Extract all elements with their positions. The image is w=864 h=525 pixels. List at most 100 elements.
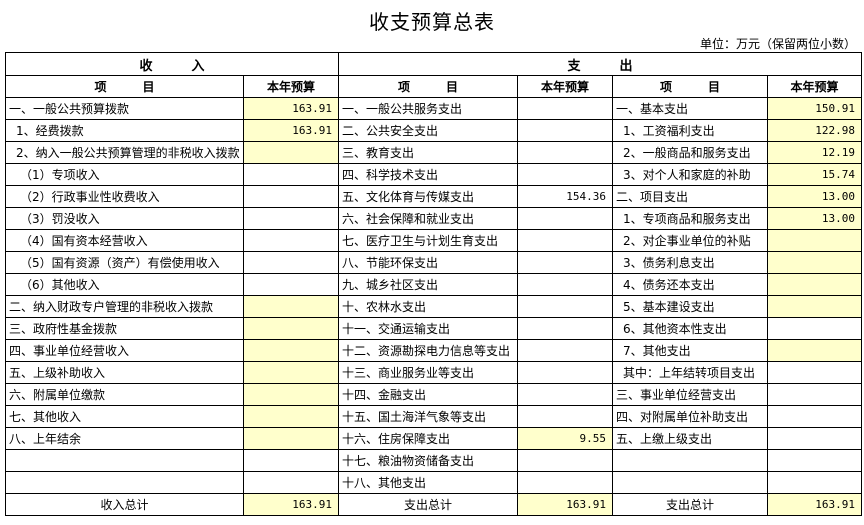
income-budget-cell[interactable] — [242, 185, 340, 208]
expense-budget-cell[interactable] — [517, 405, 614, 428]
expense2-budget-cell[interactable] — [767, 383, 863, 406]
expense2-item-cell — [612, 449, 769, 472]
income-budget-cell[interactable] — [242, 207, 340, 230]
expense2-budget-cell[interactable] — [767, 361, 863, 384]
income-item-cell: 二、纳入财政专户管理的非税收入拨款 — [5, 295, 244, 318]
expense2-budget-cell[interactable] — [767, 251, 863, 274]
income-budget-cell[interactable] — [242, 317, 340, 340]
expense2-budget-cell[interactable]: 13.00 — [767, 185, 863, 208]
income-budget-cell[interactable] — [242, 361, 340, 384]
expense-budget-cell[interactable] — [517, 273, 614, 296]
expense2-item-cell: 一、基本支出 — [612, 97, 769, 120]
income-budget-cell[interactable] — [242, 163, 340, 186]
expense-item-cell: 五、文化体育与传媒支出 — [338, 185, 519, 208]
expense-item-header: 项 目 — [338, 75, 519, 98]
income-item-cell: （4）国有资本经营收入 — [5, 229, 244, 252]
unit-note: 单位：万元（保留两位小数） — [699, 37, 856, 51]
expense2-budget-cell[interactable]: 13.00 — [767, 207, 863, 230]
expense2-item-cell: 2、对企事业单位的补贴 — [612, 229, 769, 252]
expense-section-header: 支 出 — [338, 52, 863, 76]
expense-item-cell: 十七、粮油物资储备支出 — [338, 449, 519, 472]
expense-budget-cell[interactable] — [517, 339, 614, 362]
income-item-cell: （6）其他收入 — [5, 273, 244, 296]
expense-budget-cell[interactable]: 9.55 — [517, 427, 614, 450]
expense2-budget-cell[interactable] — [767, 273, 863, 296]
expense2-budget-cell[interactable] — [767, 339, 863, 362]
income-budget-cell[interactable] — [242, 449, 340, 472]
expense-budget-cell[interactable] — [517, 141, 614, 164]
income-item-cell: 八、上年结余 — [5, 427, 244, 450]
expense2-budget-cell[interactable] — [767, 427, 863, 450]
expense-item-cell: 六、社会保障和就业支出 — [338, 207, 519, 230]
expense2-item-cell: 2、一般商品和服务支出 — [612, 141, 769, 164]
expense2-budget-cell[interactable] — [767, 449, 863, 472]
table-row: 一、一般公共预算拨款 163.91 一、一般公共服务支出 一、基本支出 150.91 — [5, 97, 863, 120]
expense-total-value[interactable]: 163.91 — [517, 493, 614, 516]
expense2-item-cell: 3、对个人和家庭的补助 — [612, 163, 769, 186]
income-budget-cell[interactable] — [242, 229, 340, 252]
table-row: （1）专项收入 四、科学技术支出 3、对个人和家庭的补助 15.74 — [5, 163, 863, 186]
expense2-budget-cell[interactable]: 15.74 — [767, 163, 863, 186]
expense-item-cell: 一、一般公共服务支出 — [338, 97, 519, 120]
table-row: 四、事业单位经营收入 十二、资源勘探电力信息等支出 7、其他支出 — [5, 339, 863, 362]
income-item-cell: （1）专项收入 — [5, 163, 244, 186]
expense-item-cell: 三、教育支出 — [338, 141, 519, 164]
expense-budget-cell[interactable] — [517, 207, 614, 230]
expense2-total-value[interactable]: 163.91 — [767, 493, 863, 516]
income-budget-cell[interactable] — [242, 339, 340, 362]
expense2-budget-cell[interactable] — [767, 405, 863, 428]
income-budget-cell[interactable]: 163.91 — [242, 119, 340, 142]
income-item-cell: （3）罚没收入 — [5, 207, 244, 230]
income-budget-cell[interactable]: 163.91 — [242, 97, 340, 120]
expense2-item-cell: 1、工资福利支出 — [612, 119, 769, 142]
expense-budget-cell[interactable] — [517, 383, 614, 406]
expense2-budget-cell[interactable] — [767, 317, 863, 340]
expense-budget-cell[interactable]: 154.36 — [517, 185, 614, 208]
expense2-budget-header: 本年预算 — [767, 75, 863, 98]
expense2-budget-cell[interactable]: 150.91 — [767, 97, 863, 120]
expense-budget-cell[interactable] — [517, 471, 614, 494]
expense-budget-cell[interactable] — [517, 361, 614, 384]
expense-budget-cell[interactable] — [517, 251, 614, 274]
expense2-item-cell: 其中：上年结转项目支出 — [612, 361, 769, 384]
table-row: 八、上年结余 十六、住房保障支出 9.55 五、上缴上级支出 — [5, 427, 863, 450]
expense2-budget-cell[interactable]: 12.19 — [767, 141, 863, 164]
table-row: （6）其他收入 九、城乡社区支出 4、债务还本支出 — [5, 273, 863, 296]
table-row: 五、上级补助收入 十三、商业服务业等支出 其中：上年结转项目支出 — [5, 361, 863, 384]
expense-budget-cell[interactable] — [517, 97, 614, 120]
expense2-budget-cell[interactable]: 122.98 — [767, 119, 863, 142]
expense2-item-cell: 7、其他支出 — [612, 339, 769, 362]
expense-budget-cell[interactable] — [517, 317, 614, 340]
income-budget-cell[interactable] — [242, 427, 340, 450]
expense-budget-cell[interactable] — [517, 163, 614, 186]
expense-budget-cell[interactable] — [517, 295, 614, 318]
page-title: 收支预算总表 — [369, 10, 495, 34]
income-total-value[interactable]: 163.91 — [242, 493, 340, 516]
table-row: 十七、粮油物资储备支出 — [5, 449, 863, 472]
table-row: （2）行政事业性收费收入 五、文化体育与传媒支出 154.36 二、项目支出 13.00 — [5, 185, 863, 208]
expense2-budget-cell[interactable] — [767, 295, 863, 318]
expense2-item-cell: 四、对附属单位补助支出 — [612, 405, 769, 428]
expense-budget-cell[interactable] — [517, 119, 614, 142]
income-item-cell: 1、经费拨款 — [5, 119, 244, 142]
expense-budget-cell[interactable] — [517, 449, 614, 472]
income-budget-cell[interactable] — [242, 471, 340, 494]
expense-item-cell: 十、农林水支出 — [338, 295, 519, 318]
income-budget-cell[interactable] — [242, 273, 340, 296]
income-item-cell — [5, 471, 244, 494]
income-section-header: 收 入 — [4, 52, 340, 76]
income-budget-cell[interactable] — [242, 141, 340, 164]
income-budget-cell[interactable] — [242, 383, 340, 406]
table-row: （3）罚没收入 六、社会保障和就业支出 1、专项商品和服务支出 13.00 — [5, 207, 863, 230]
income-budget-cell[interactable] — [242, 405, 340, 428]
income-budget-cell[interactable] — [242, 295, 340, 318]
expense-budget-cell[interactable] — [517, 229, 614, 252]
expense2-budget-cell[interactable] — [767, 471, 863, 494]
expense2-item-cell: 5、基本建设支出 — [612, 295, 769, 318]
expense2-budget-cell[interactable] — [767, 229, 863, 252]
income-item-cell: 四、事业单位经营收入 — [5, 339, 244, 362]
income-budget-cell[interactable] — [242, 251, 340, 274]
expense-item-cell: 二、公共安全支出 — [338, 119, 519, 142]
income-item-cell: 2、纳入一般公共预算管理的非税收入拨款 — [5, 141, 244, 164]
expense2-item-cell — [612, 471, 769, 494]
